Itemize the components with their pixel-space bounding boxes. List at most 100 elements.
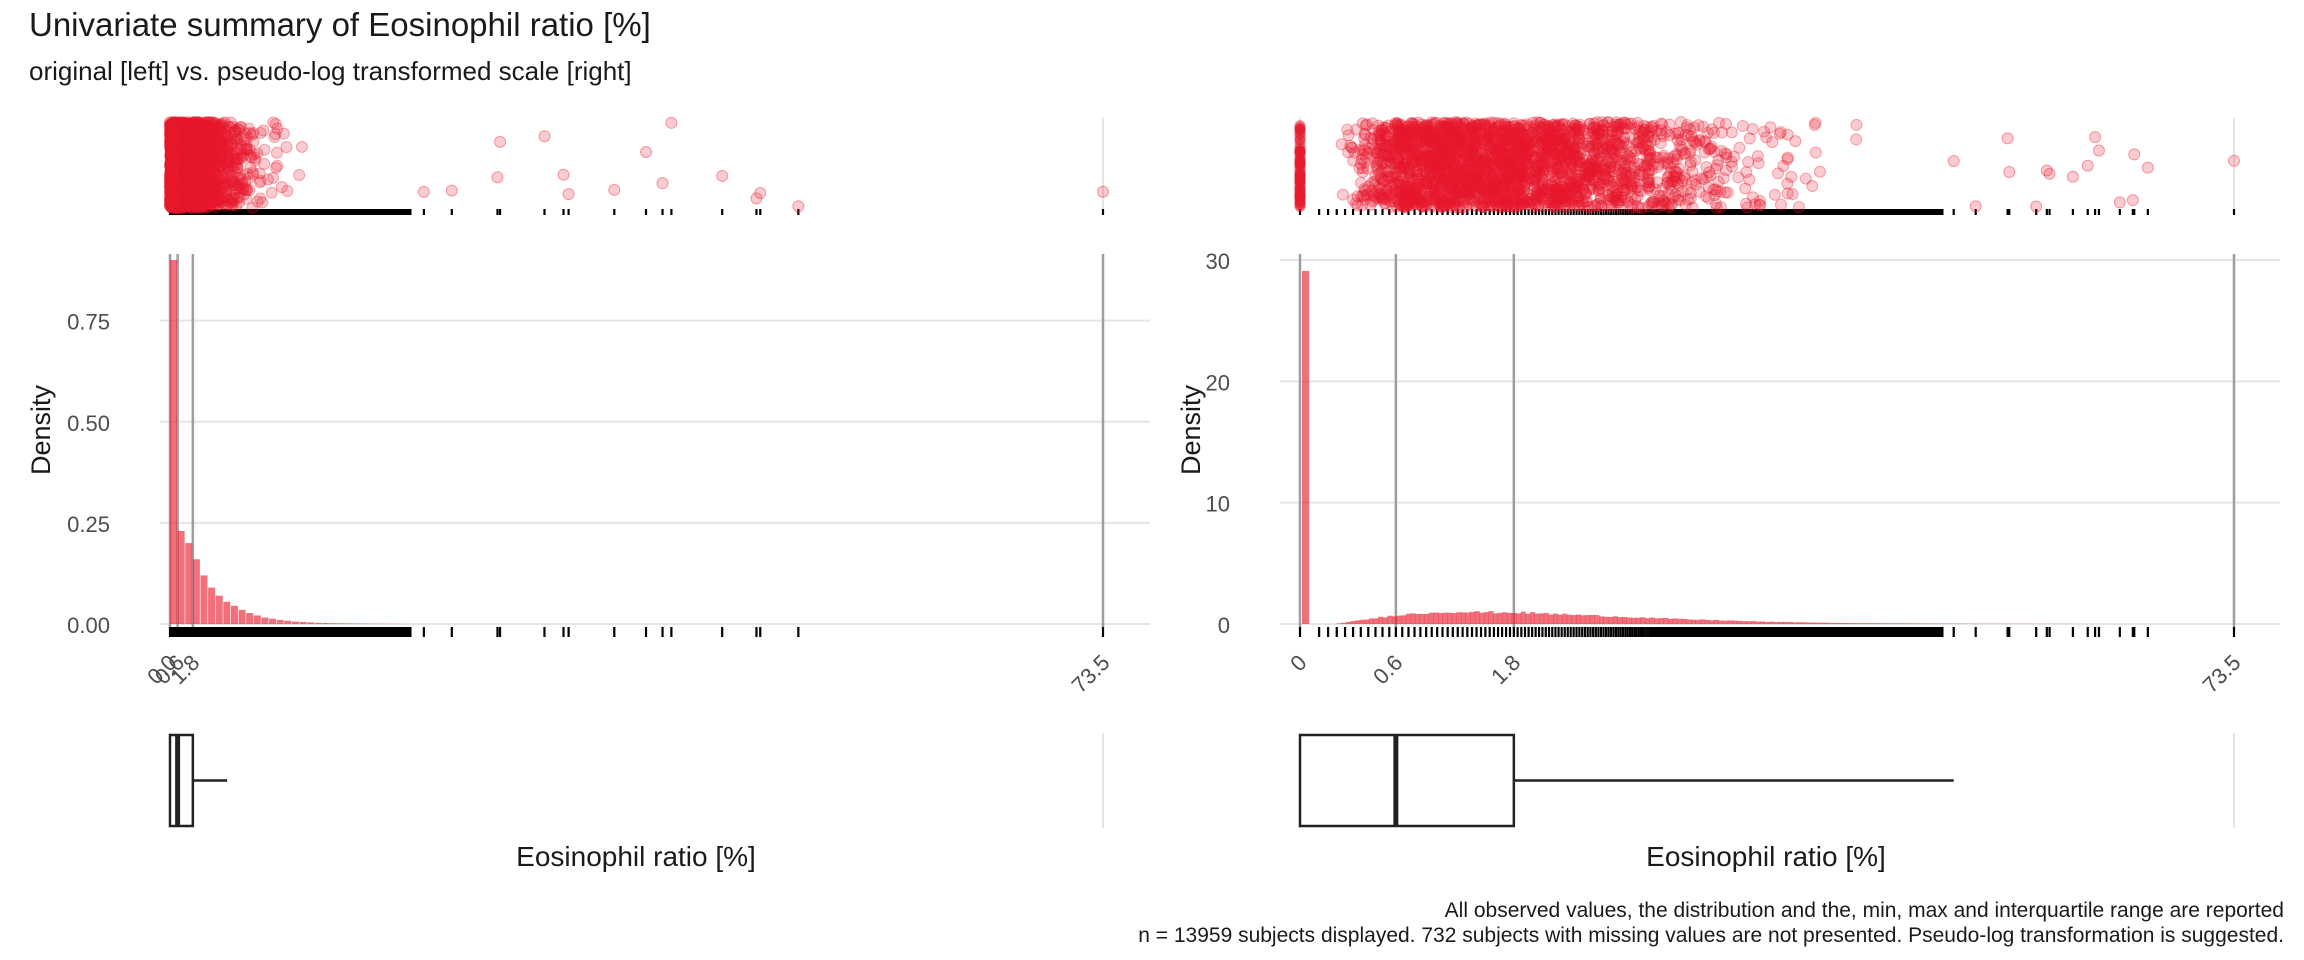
left-jitter-point: [203, 177, 216, 190]
left-jitter-point: [189, 193, 202, 206]
left-jitter-group: [164, 116, 1109, 215]
left-jitter-point: [219, 158, 232, 171]
left-jitter-point: [216, 146, 229, 159]
left-jitter-point: [184, 132, 197, 145]
left-jitter-point: [189, 145, 202, 158]
left-jitter-point: [210, 183, 223, 196]
left-histogram-bar: [170, 260, 178, 624]
left-jitter-point: [214, 137, 227, 150]
left-jitter-point: [181, 155, 194, 168]
left-jitter-point: [281, 184, 294, 197]
left-jitter-point: [214, 133, 227, 146]
left-jitter-point: [182, 156, 195, 169]
left-jitter-point: [182, 131, 195, 144]
left-jitter-point: [181, 124, 194, 137]
left-jitter-point: [215, 195, 228, 208]
left-jitter-point: [293, 168, 306, 181]
left-jitter-point: [193, 123, 206, 136]
left-jitter-point: [187, 137, 200, 150]
left-jitter-point: [179, 180, 192, 193]
left-jitter-point: [187, 180, 200, 193]
left-jitter-point: [215, 152, 228, 165]
left-histogram-bar: [238, 609, 246, 624]
left-jitter-point: [182, 116, 195, 129]
left-jitter-point: [194, 185, 207, 198]
left-jitter-point: [181, 159, 194, 172]
left-jitter-point: [197, 185, 210, 198]
left-jitter-point: [196, 133, 209, 146]
left-jitter-point: [179, 153, 192, 166]
left-jitter-point: [222, 144, 235, 157]
left-jitter-point: [179, 130, 192, 143]
left-jitter-point: [193, 136, 206, 149]
left-jitter-point: [195, 174, 208, 187]
left-jitter-point: [167, 188, 179, 200]
left-jitter-point: [257, 124, 270, 137]
left-jitter-point: [203, 198, 216, 211]
left-jitter-point: [186, 147, 199, 160]
left-jitter-point: [185, 161, 198, 174]
left-jitter-point: [243, 171, 256, 184]
left-jitter-point: [179, 193, 192, 206]
left-jitter-point: [187, 196, 200, 209]
left-jitter-point: [199, 140, 212, 153]
left-jitter-point: [208, 120, 221, 133]
left-jitter-point: [181, 165, 194, 178]
left-jitter-point: [198, 154, 211, 167]
left-jitter-point: [178, 199, 191, 212]
left-jitter-point: [270, 146, 283, 159]
left-jitter-point: [181, 199, 194, 212]
left-jitter-point: [188, 174, 201, 187]
left-jitter-point: [217, 178, 230, 191]
left-jitter-point: [180, 136, 193, 149]
left-jitter-point: [190, 190, 203, 203]
left-jitter-point: [218, 116, 231, 129]
left-jitter-point: [208, 185, 221, 198]
left-jitter-point: [212, 198, 225, 211]
left-jitter-point: [207, 191, 220, 204]
left-jitter-point: [194, 139, 207, 152]
left-jitter-point: [182, 117, 195, 130]
left-jitter-point: [186, 189, 199, 202]
left-jitter-point: [235, 147, 248, 160]
left-jitter-point: [239, 182, 252, 195]
left-jitter-point: [194, 194, 207, 207]
left-jitter-point: [189, 148, 202, 161]
left-jitter-point: [196, 179, 209, 192]
left-jitter-point: [201, 139, 214, 152]
left-jitter-point: [258, 143, 271, 156]
left-y-tick-label: 0.75: [67, 310, 110, 335]
left-y-tick-label: 0.25: [67, 512, 110, 537]
left-jitter-point: [199, 144, 212, 157]
left-jitter-point: [201, 141, 214, 154]
left-jitter-point: [208, 136, 221, 149]
left-jitter-point: [188, 165, 201, 178]
left-jitter-point: [182, 138, 195, 151]
left-jitter-point: [246, 128, 259, 141]
left-jitter-point: [205, 196, 218, 209]
left-jitter-point: [195, 187, 208, 200]
left-jitter-point: [210, 141, 223, 154]
left-jitter-point: [191, 192, 204, 205]
left-jitter-point: [538, 130, 551, 143]
left-jitter-point: [182, 139, 195, 152]
left-jitter-point: [193, 128, 206, 141]
right-jitter-point: [1774, 198, 1787, 211]
left-jitter-point: [228, 156, 241, 169]
left-jitter-point: [185, 152, 198, 165]
left-jitter-point: [188, 174, 201, 187]
left-jitter-point: [269, 128, 282, 141]
left-jitter-point: [192, 117, 205, 130]
left-jitter-point: [185, 173, 198, 186]
left-jitter-point: [200, 190, 213, 203]
left-jitter-point: [187, 123, 200, 136]
left-jitter-point: [253, 167, 266, 180]
left-jitter-point: [205, 147, 218, 160]
right-jitter-point: [1746, 123, 1759, 136]
left-jitter-point: [182, 165, 195, 178]
left-jitter-point: [186, 126, 199, 139]
left-jitter-point: [212, 154, 225, 167]
left-jitter-point: [179, 188, 192, 201]
left-jitter-point: [209, 180, 222, 193]
left-jitter-point: [199, 149, 212, 162]
